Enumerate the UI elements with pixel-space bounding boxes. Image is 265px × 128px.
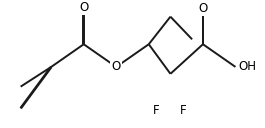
Text: F: F — [180, 104, 187, 117]
Text: OH: OH — [238, 60, 257, 73]
Text: O: O — [112, 60, 121, 73]
Text: O: O — [198, 2, 207, 15]
Text: O: O — [79, 1, 88, 14]
Text: F: F — [153, 104, 160, 117]
